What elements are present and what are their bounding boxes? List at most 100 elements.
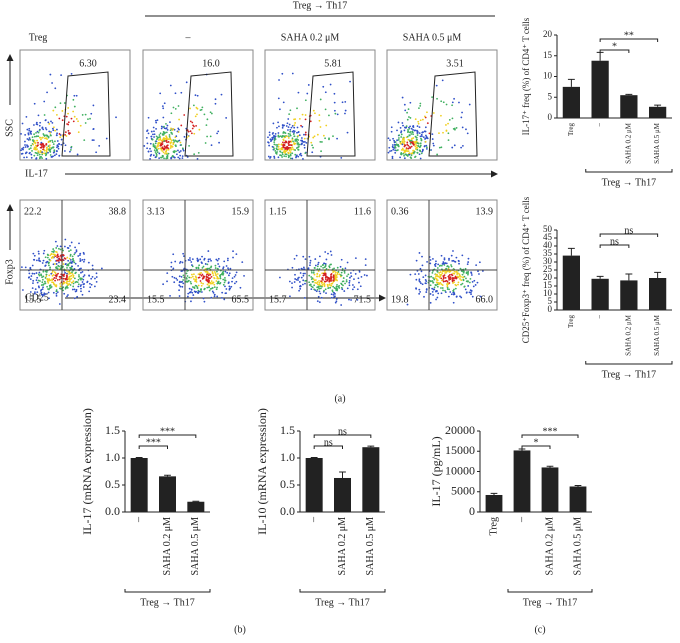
- event-dot: [321, 277, 324, 279]
- event-dot: [461, 273, 464, 276]
- event-dot: [476, 281, 479, 284]
- event-dot: [75, 288, 78, 291]
- event-dot: [324, 108, 327, 111]
- event-dot: [285, 155, 287, 158]
- event-dot: [78, 275, 80, 278]
- x-tick-label: –: [308, 516, 319, 523]
- event-dot: [207, 260, 210, 263]
- event-dot: [64, 263, 67, 266]
- significance-label: ns: [338, 426, 347, 437]
- event-dot: [279, 154, 281, 157]
- event-dot: [193, 132, 196, 135]
- event-dot: [411, 131, 414, 134]
- event-dot: [296, 138, 298, 141]
- event-dot: [435, 275, 437, 278]
- event-dot: [342, 280, 345, 283]
- event-dot: [161, 105, 164, 108]
- event-dot: [68, 277, 70, 280]
- event-dot: [402, 152, 405, 155]
- event-dot: [334, 273, 337, 275]
- event-dot: [290, 126, 293, 129]
- event-dot: [52, 251, 55, 253]
- event-dot: [460, 296, 463, 299]
- event-dot: [416, 130, 419, 133]
- event-dot: [56, 140, 59, 142]
- y-tick-label: 0: [548, 304, 553, 314]
- significance-bracket: [313, 445, 343, 449]
- event-dot: [436, 296, 439, 299]
- event-dot: [289, 109, 292, 112]
- event-dot: [416, 142, 419, 144]
- event-dot: [64, 131, 67, 134]
- event-dot: [28, 148, 31, 150]
- event-dot: [443, 258, 446, 261]
- event-dot: [316, 288, 319, 291]
- event-dot: [364, 258, 367, 261]
- event-dot: [438, 132, 440, 134]
- event-dot: [154, 151, 157, 153]
- significance-bracket: [521, 434, 579, 438]
- event-dot: [155, 152, 158, 155]
- event-dot: [205, 279, 208, 282]
- event-dot: [429, 301, 432, 304]
- event-dot: [147, 132, 150, 135]
- event-dot: [437, 281, 440, 284]
- event-dot: [428, 132, 431, 135]
- event-dot: [31, 272, 34, 275]
- event-dot: [308, 281, 311, 284]
- event-dot: [35, 123, 38, 126]
- event-dot: [451, 101, 454, 104]
- event-dot: [271, 136, 274, 139]
- event-dot: [58, 303, 61, 305]
- event-dot: [214, 267, 217, 269]
- event-dot: [217, 282, 220, 285]
- event-dot: [302, 157, 304, 160]
- event-dot: [310, 276, 313, 278]
- y-axis-label: IL-17 (mRNA expression): [80, 408, 94, 535]
- event-dot: [191, 291, 194, 294]
- event-dot: [293, 281, 296, 283]
- event-dot: [309, 259, 312, 262]
- event-dot: [177, 127, 180, 130]
- event-dot: [62, 249, 64, 252]
- event-dot: [28, 137, 31, 139]
- event-dot: [323, 289, 325, 292]
- event-dot: [88, 290, 91, 293]
- event-dot: [69, 249, 72, 251]
- event-dot: [179, 154, 182, 157]
- event-dot: [58, 275, 61, 278]
- event-dot: [199, 280, 202, 282]
- event-dot: [293, 124, 296, 127]
- event-dot: [338, 284, 341, 287]
- event-dot: [206, 283, 209, 286]
- event-dot: [194, 275, 197, 278]
- event-dot: [30, 275, 33, 277]
- event-dot: [406, 141, 409, 144]
- event-dot: [317, 263, 319, 266]
- event-dot: [54, 254, 57, 257]
- event-dot: [323, 274, 326, 277]
- event-dot: [453, 281, 456, 284]
- event-dot: [465, 277, 467, 280]
- event-dot: [318, 279, 320, 282]
- event-dot: [72, 98, 75, 101]
- event-dot: [291, 72, 294, 75]
- event-dot: [348, 280, 351, 282]
- event-dot: [448, 257, 450, 260]
- event-dot: [344, 100, 347, 103]
- event-dot: [400, 136, 403, 138]
- event-dot: [83, 258, 86, 261]
- y-tick-label: 15: [543, 50, 553, 60]
- event-dot: [210, 259, 212, 262]
- event-dot: [64, 245, 66, 248]
- event-dot: [160, 139, 163, 142]
- event-dot: [460, 275, 462, 278]
- event-dot: [333, 296, 336, 298]
- event-dot: [170, 141, 173, 144]
- event-dot: [334, 279, 337, 281]
- event-dot: [451, 146, 454, 149]
- event-dot: [429, 262, 432, 265]
- event-dot: [41, 278, 44, 281]
- event-dot: [282, 145, 285, 148]
- event-dot: [432, 288, 435, 291]
